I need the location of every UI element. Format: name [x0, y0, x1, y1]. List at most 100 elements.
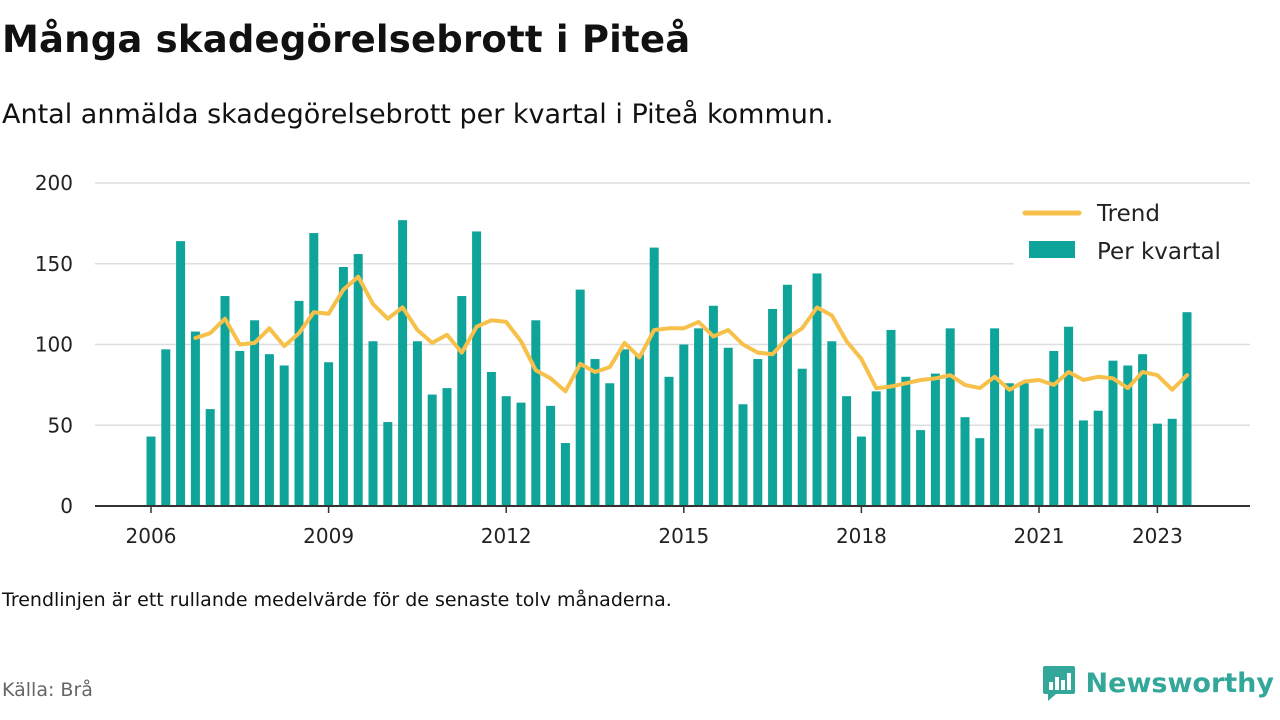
bar — [930, 373, 940, 506]
bar — [1064, 326, 1074, 506]
bar — [842, 396, 852, 506]
bar — [990, 328, 1000, 506]
bar — [634, 354, 644, 506]
bar — [309, 233, 319, 506]
bar — [1034, 428, 1044, 506]
bar — [486, 371, 496, 506]
bar — [235, 350, 245, 506]
bar — [442, 388, 452, 506]
x-tick-label: 2006 — [126, 524, 177, 548]
bar — [1108, 360, 1118, 506]
bar — [368, 341, 378, 506]
bar — [324, 362, 334, 506]
bar — [797, 368, 807, 506]
bar — [264, 354, 274, 506]
legend-trend-label: Trend — [1096, 201, 1160, 227]
bar — [531, 320, 541, 506]
bar — [708, 305, 718, 506]
bar — [694, 328, 704, 506]
bar — [176, 241, 186, 506]
bar — [782, 284, 792, 506]
bar — [250, 320, 260, 506]
bar — [353, 254, 363, 506]
bar — [901, 376, 911, 506]
bar — [546, 405, 556, 506]
bar — [294, 300, 304, 506]
y-tick-label: 150 — [35, 252, 73, 276]
y-tick-label: 100 — [35, 333, 73, 357]
bar — [738, 404, 748, 506]
bar — [1123, 365, 1133, 506]
bar — [723, 347, 733, 506]
newsworthy-logo-icon — [1042, 666, 1075, 701]
bar — [960, 417, 970, 506]
y-axis-ticks: 0 50 100 150 200 — [35, 171, 73, 518]
bar — [768, 308, 778, 506]
x-axis-ticks: 2006 2009 2012 2015 2018 2021 2023 — [126, 506, 1183, 548]
bar — [1152, 423, 1162, 506]
bar — [649, 247, 659, 506]
bar — [1093, 410, 1103, 506]
bar — [205, 409, 215, 506]
bar — [501, 396, 511, 506]
brand-logo[interactable]: Newsworthy — [1042, 664, 1274, 702]
y-tick-label: 0 — [60, 494, 73, 518]
bar — [412, 341, 422, 506]
bar — [1182, 312, 1192, 506]
bar — [1004, 383, 1014, 506]
bar — [1138, 354, 1148, 506]
bars-per-kvartal — [146, 220, 1192, 506]
bar — [916, 430, 926, 506]
bar — [871, 391, 881, 506]
bar — [753, 359, 763, 506]
bar — [279, 365, 289, 506]
x-tick-label: 2012 — [481, 524, 532, 548]
bar — [560, 443, 570, 506]
brand-name: Newsworthy — [1085, 667, 1274, 699]
chart: 0 50 100 150 200 2006 2009 2012 2015 2018 2021 202… — [35, 171, 1250, 548]
bar — [398, 220, 408, 506]
trend-line — [193, 274, 1189, 394]
footnote: Trendlinjen är ett rullande medelvärde f… — [2, 589, 672, 611]
y-tick-label: 50 — [48, 413, 73, 437]
bar — [220, 296, 230, 506]
bar — [664, 376, 674, 506]
bar — [338, 266, 348, 506]
bar — [679, 344, 689, 506]
bar — [472, 231, 482, 506]
bar — [146, 436, 156, 506]
bar — [383, 422, 393, 506]
legend: Trend Per kvartal — [1014, 192, 1250, 266]
x-tick-label: 2015 — [658, 524, 709, 548]
y-tick-label: 200 — [35, 171, 73, 195]
bar — [975, 438, 985, 506]
bar — [516, 402, 526, 506]
x-tick-label: 2021 — [1014, 524, 1065, 548]
x-tick-label: 2009 — [303, 524, 354, 548]
bar — [1078, 420, 1088, 506]
bar — [827, 341, 837, 506]
source-text: Källa: Brå — [2, 679, 93, 701]
bar — [575, 289, 585, 506]
bar — [620, 349, 630, 506]
bar — [161, 349, 171, 506]
bar — [1049, 350, 1059, 506]
chart-subtitle: Antal anmälda skadegörelsebrott per kvar… — [2, 99, 834, 130]
x-tick-label: 2023 — [1132, 524, 1183, 548]
bar — [427, 394, 437, 506]
trend-line-layer — [193, 274, 1189, 394]
bar — [1019, 383, 1029, 506]
x-tick-label: 2018 — [836, 524, 887, 548]
bar — [457, 296, 467, 506]
bar — [190, 331, 200, 506]
legend-bar-swatch — [1029, 241, 1075, 258]
bar — [605, 383, 615, 506]
chart-title: Många skadegörelsebrott i Piteå — [2, 18, 691, 61]
bar — [1167, 418, 1177, 506]
bar — [886, 329, 896, 506]
legend-bar-label: Per kvartal — [1097, 239, 1221, 265]
bar — [812, 273, 822, 506]
bar — [945, 328, 955, 506]
bar — [856, 436, 866, 506]
bar — [590, 359, 600, 506]
